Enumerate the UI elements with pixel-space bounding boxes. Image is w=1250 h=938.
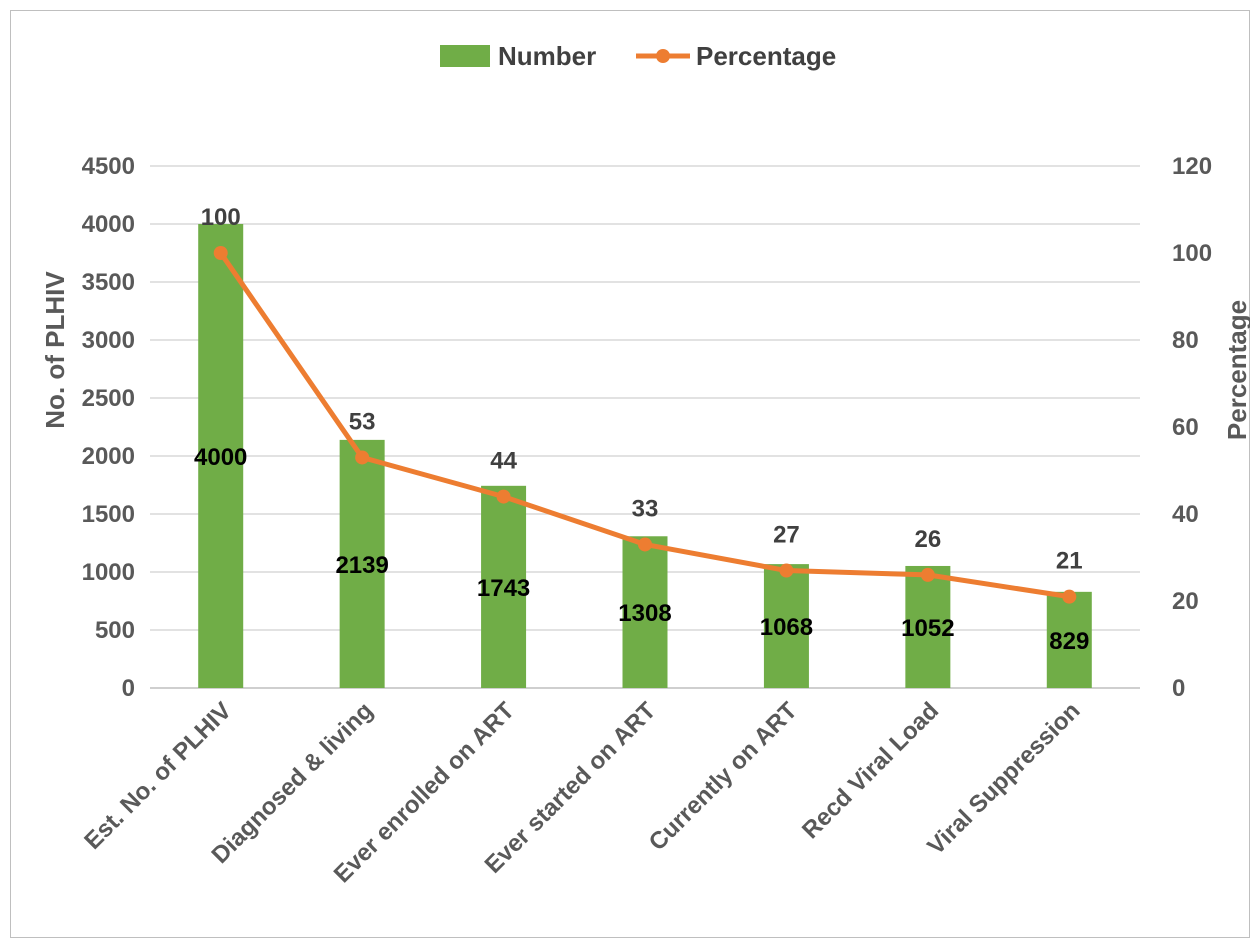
data-labels: 4000 2139 1743 1308 1068 1052 829 100 53 44 33 27 26…: [194, 204, 1089, 655]
bar: [622, 536, 668, 688]
bar: [763, 564, 809, 688]
bar: [481, 485, 527, 688]
percentage-value-label: 27: [773, 522, 800, 549]
bar-value-label: 4000: [194, 444, 247, 471]
bar-value-label: 1068: [760, 614, 813, 641]
percentage-value-label: 33: [632, 495, 659, 522]
chart-border: [10, 10, 1250, 938]
y2-axis-title: Percentage: [1222, 300, 1250, 440]
y-tick-label: 500: [95, 617, 135, 644]
y2-tick-label: 20: [1172, 588, 1199, 615]
percentage-point: [638, 537, 652, 552]
y2-tick-label: 80: [1172, 327, 1199, 354]
bar: [198, 224, 244, 688]
y-tick-label: 4500: [82, 153, 135, 180]
y-tick-label: 2000: [82, 443, 135, 470]
y2-tick-label: 100: [1172, 240, 1212, 267]
bars: [198, 224, 1092, 688]
legend-label-number: Number: [498, 41, 596, 71]
percentage-line: [213, 246, 1077, 604]
legend: Number Percentage: [440, 41, 836, 71]
y-tick-label: 1000: [82, 559, 135, 586]
percentage-point: [496, 489, 511, 504]
bar-value-label: 829: [1049, 628, 1089, 655]
bar-value-label: 1052: [901, 615, 954, 642]
percentage-point: [213, 246, 228, 260]
bar-value-label: 1308: [618, 600, 671, 627]
bar: [339, 439, 385, 688]
y2-axis-ticks: 0 20 40 60 80 100 120: [1172, 153, 1212, 702]
y-tick-label: 3500: [82, 269, 135, 296]
legend-label-percentage: Percentage: [696, 41, 836, 71]
percentage-value-label: 44: [490, 448, 517, 475]
legend-swatch-number: [440, 45, 490, 67]
percentage-value-label: 100: [201, 204, 241, 231]
y2-tick-label: 0: [1172, 675, 1185, 702]
y-tick-label: 3000: [82, 327, 135, 354]
bar: [905, 565, 951, 688]
bar: [1046, 591, 1092, 688]
y2-tick-label: 60: [1172, 414, 1199, 441]
y-axis-ticks: 0 500 1000 1500 2000 2500 3000 3500 4000 4500: [82, 153, 135, 702]
percentage-point: [1062, 589, 1077, 604]
percentage-point: [779, 563, 794, 578]
y-tick-label: 2500: [82, 385, 135, 412]
percentage-point: [920, 567, 935, 582]
y-tick-label: 4000: [82, 211, 135, 238]
y2-tick-label: 40: [1172, 501, 1199, 528]
bar-value-label: 2139: [335, 552, 388, 579]
bar-value-label: 1743: [477, 575, 530, 602]
y-tick-label: 0: [122, 675, 135, 702]
y-tick-label: 1500: [82, 501, 135, 528]
percentage-point: [355, 450, 370, 465]
y2-tick-label: 120: [1172, 153, 1212, 180]
percentage-value-label: 21: [1056, 548, 1083, 575]
legend-marker-percentage: [656, 49, 670, 63]
y-axis-title: No. of PLHIV: [40, 271, 70, 429]
percentage-value-label: 26: [915, 526, 942, 553]
percentage-value-label: 53: [349, 408, 376, 435]
